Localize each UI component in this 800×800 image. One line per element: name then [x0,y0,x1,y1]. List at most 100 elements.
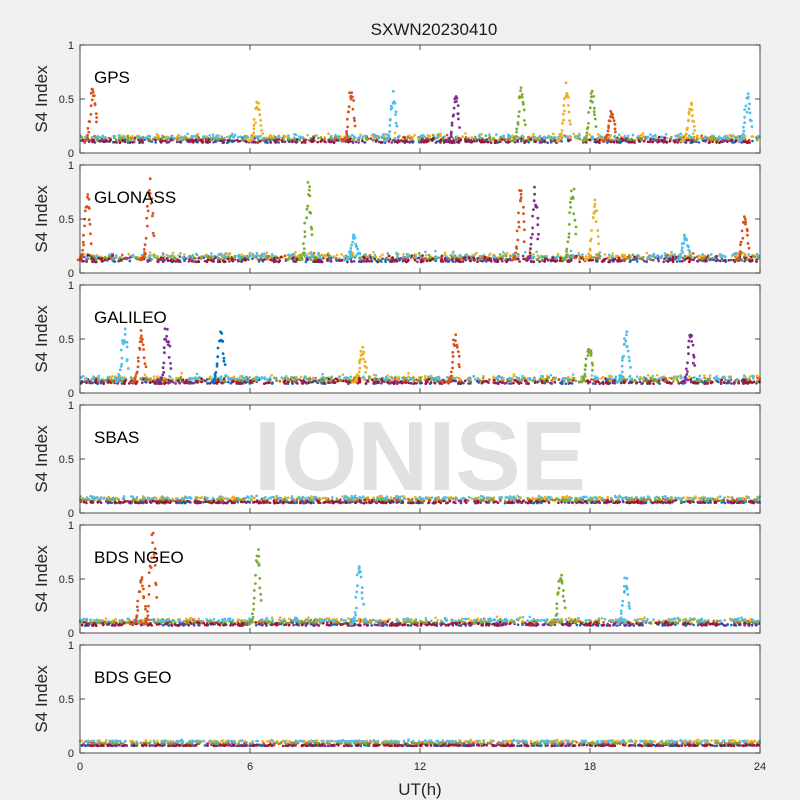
data-point [536,223,540,227]
data-point [590,229,593,232]
data-point [126,367,130,370]
data-point [724,378,727,382]
data-point [453,376,456,380]
data-point [488,133,491,136]
data-point [451,355,455,358]
data-point [733,381,736,385]
data-point [120,362,124,366]
data-point [89,113,93,116]
data-point [636,135,640,138]
data-point [564,81,568,85]
data-point [354,140,358,144]
data-point [380,382,383,385]
data-point [532,260,535,264]
data-point [394,113,397,116]
data-point [207,138,211,141]
data-point [391,89,395,93]
data-point [166,259,170,263]
data-point [172,259,175,263]
data-point [612,141,616,144]
data-point [530,255,534,258]
data-point [604,377,607,381]
spike [83,87,98,143]
data-point [458,126,461,129]
data-point [239,256,242,259]
data-point [311,140,315,144]
data-point [659,376,662,380]
data-point [294,250,297,254]
data-point [335,259,339,262]
data-point [584,363,587,367]
data-point [588,106,592,110]
data-point [308,185,311,189]
data-point [311,138,315,141]
data-point [380,377,383,381]
data-point [401,259,405,263]
data-point [137,359,140,363]
data-point [521,134,524,138]
data-point [589,92,593,95]
data-point [98,140,102,143]
data-point [191,254,195,258]
data-point [353,376,356,380]
data-point [180,371,183,375]
data-point [87,197,91,201]
data-point [215,134,218,137]
data-point [628,375,632,379]
data-point [455,96,459,100]
data-point [668,376,671,380]
data-point [708,376,712,380]
data-point [94,380,97,383]
data-point [304,376,308,380]
data-point [472,259,476,262]
data-point [204,379,207,383]
data-point [355,373,359,377]
data-point [353,124,357,128]
data-point [752,380,756,384]
data-point [86,133,89,137]
data-point [265,256,268,260]
data-point [450,141,454,144]
data-point [622,381,626,385]
data-point [424,374,427,378]
data-point [344,379,348,383]
data-point [113,260,116,263]
data-point [443,256,447,260]
data-point [200,380,203,384]
data-point [141,343,145,346]
data-point [591,382,595,385]
data-point [83,209,87,213]
y-tick-label: 1 [68,160,74,172]
data-point [473,253,477,257]
data-point [719,382,723,385]
data-point [295,138,299,141]
data-point [239,135,242,138]
data-point [358,376,361,380]
data-point [500,376,504,379]
data-point [373,253,377,257]
data-point [515,130,518,134]
data-point [740,258,743,261]
data-point [533,192,536,196]
data-point [718,141,721,144]
data-point [457,381,460,385]
data-point [527,138,530,141]
data-point [280,376,284,379]
data-point [300,256,303,259]
data-point [562,112,565,116]
data-point [566,260,569,263]
data-point [710,253,713,256]
data-point [358,381,362,384]
data-point [540,254,543,258]
data-point [633,255,636,259]
data-point [664,133,668,136]
data-point [458,365,461,369]
data-point [641,256,644,260]
data-point [258,140,262,143]
data-point [183,381,187,385]
data-point [222,359,226,363]
data-point [513,254,517,258]
data-point [690,103,693,106]
data-point [343,376,346,380]
data-point [559,136,563,140]
